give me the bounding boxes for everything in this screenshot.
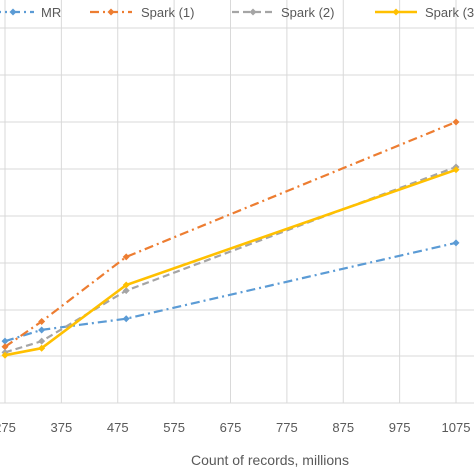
data-point xyxy=(452,239,460,247)
x-tick-label: 375 xyxy=(51,420,73,435)
x-axis-title: Count of records, millions xyxy=(191,452,349,468)
data-point xyxy=(1,343,9,351)
series-4 xyxy=(1,166,460,359)
data-point xyxy=(122,287,130,295)
data-point xyxy=(452,118,460,126)
data-point xyxy=(122,315,130,323)
legend-marker xyxy=(392,8,400,16)
series-1 xyxy=(1,239,460,345)
data-point xyxy=(122,253,130,261)
x-tick-labels: 275 375 475 575 675 775 875 975 1075 xyxy=(0,420,470,435)
legend-item: Spark (2) xyxy=(232,5,334,20)
data-point xyxy=(38,337,46,345)
series-line xyxy=(4,241,457,343)
x-tick-label: 275 xyxy=(0,420,16,435)
data-point xyxy=(122,281,130,289)
legend-item: MR xyxy=(0,5,61,20)
data-point xyxy=(1,351,9,359)
legend-marker xyxy=(107,8,115,16)
x-tick-label: 875 xyxy=(332,420,354,435)
legend: MR Spark (1) Spark (2) Spark (3) xyxy=(0,5,474,20)
x-tick-label: 475 xyxy=(107,420,129,435)
legend-label: Spark (3) xyxy=(425,5,474,20)
data-point xyxy=(38,326,46,334)
legend-item: Spark (1) xyxy=(90,5,194,20)
x-tick-label: 675 xyxy=(220,420,242,435)
legend-label: MR xyxy=(41,5,61,20)
data-point xyxy=(452,166,460,174)
legend-label: Spark (2) xyxy=(281,5,334,20)
data-point xyxy=(38,344,46,352)
legend-marker xyxy=(249,8,257,16)
data-point xyxy=(38,318,46,326)
x-tick-label: 775 xyxy=(276,420,298,435)
legend-item: Spark (3) xyxy=(375,5,474,20)
series-line xyxy=(4,168,457,357)
data-point xyxy=(1,337,9,345)
x-tick-label: 975 xyxy=(389,420,411,435)
series-line xyxy=(4,165,457,354)
series-line xyxy=(4,120,457,348)
legend-label: Spark (1) xyxy=(141,5,194,20)
series-2 xyxy=(1,118,460,351)
series-layer xyxy=(1,118,460,359)
x-tick-label: 1075 xyxy=(442,420,471,435)
legend-marker xyxy=(9,8,17,16)
gridlines xyxy=(0,0,474,404)
x-tick-label: 575 xyxy=(163,420,185,435)
